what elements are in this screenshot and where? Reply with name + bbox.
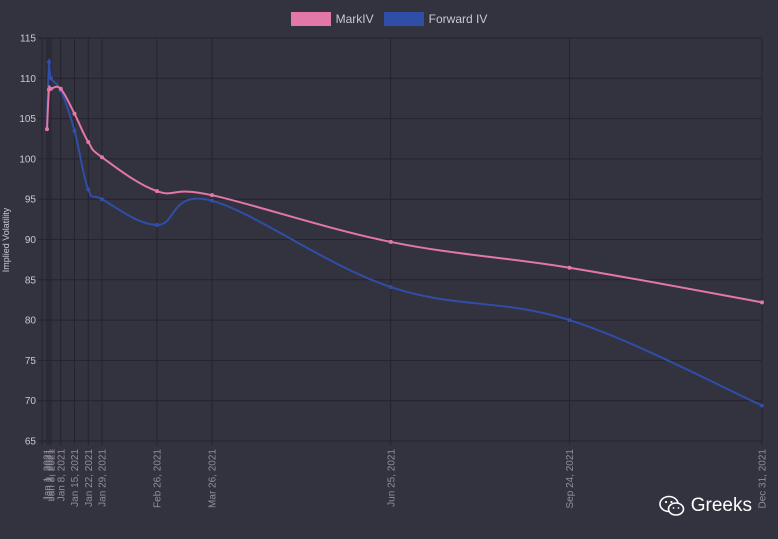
y-tick-label: 70 — [25, 396, 37, 407]
x-tick-label: Jan 8, 2021 — [56, 449, 67, 502]
data-point-markiv[interactable] — [388, 239, 393, 244]
y-tick-label: 85 — [25, 275, 37, 286]
x-tick-label: Jan 3, 2021 — [46, 449, 57, 502]
legend-label-forward-iv: Forward IV — [428, 12, 488, 26]
data-point-markiv[interactable] — [58, 86, 63, 91]
x-tick-label: Jan 22, 2021 — [84, 449, 95, 507]
data-point-markiv[interactable] — [100, 155, 104, 160]
data-point-markiv[interactable] — [155, 189, 159, 194]
data-point-markiv[interactable] — [72, 111, 77, 116]
x-tick-label: Mar 26, 2021 — [208, 449, 219, 508]
data-point-forward-iv[interactable] — [210, 198, 214, 203]
y-tick-label: 95 — [25, 195, 37, 206]
data-point-forward-iv[interactable] — [72, 128, 77, 133]
watermark: Greeks — [658, 495, 752, 517]
data-point-forward-iv[interactable] — [48, 76, 53, 81]
y-tick-label: 110 — [20, 74, 36, 85]
data-point-forward-iv[interactable] — [86, 187, 91, 192]
data-point-forward-iv[interactable] — [388, 285, 393, 290]
y-tick-label: 80 — [25, 316, 37, 327]
data-point-forward-iv[interactable] — [100, 197, 104, 202]
y-tick-label: 65 — [25, 437, 37, 448]
legend-swatch-forward-iv — [383, 12, 424, 26]
data-point-markiv[interactable] — [567, 265, 572, 270]
y-tick-label: 115 — [20, 34, 36, 45]
x-tick-label: Sep 24, 2021 — [565, 449, 576, 509]
legend-item-markiv[interactable]: MarkIV — [290, 12, 374, 26]
y-axis-ticks: 65 70 75 80 85 90 95 100 105 110 115 — [19, 34, 36, 448]
x-tick-label: Jan 29, 2021 — [98, 449, 109, 507]
series-lines — [45, 59, 764, 408]
data-point-forward-iv[interactable] — [155, 222, 159, 227]
data-point-forward-iv[interactable] — [567, 318, 572, 323]
legend-label-markiv: MarkIV — [335, 12, 374, 26]
x-tick-label: Dec 31, 2021 — [758, 449, 769, 509]
y-tick-label: 90 — [25, 235, 37, 246]
y-tick-label: 75 — [25, 356, 37, 367]
y-tick-label: 100 — [19, 154, 36, 165]
data-point-forward-iv[interactable] — [760, 403, 764, 408]
grid-lines — [38, 37, 763, 445]
legend-item-forward-iv[interactable]: Forward IV — [383, 12, 488, 26]
x-tick-label: Jun 25, 2021 — [386, 449, 397, 507]
x-tick-label: Feb 26, 2021 — [153, 449, 164, 508]
data-point-markiv[interactable] — [45, 127, 49, 132]
y-tick-label: 105 — [19, 114, 36, 125]
x-tick-label: Jan 15, 2021 — [70, 449, 81, 507]
data-point-markiv[interactable] — [48, 86, 53, 91]
series-line-forward-iv — [46, 59, 763, 407]
watermark-text: Greeks — [690, 495, 752, 516]
legend-swatch-markiv — [290, 12, 331, 26]
data-point-forward-iv[interactable] — [46, 60, 51, 65]
y-axis-label: Implied Volatility — [1, 207, 11, 272]
data-point-markiv[interactable] — [760, 300, 764, 305]
x-tick-label: Jan 1, 2021 — [43, 449, 54, 502]
wechat-icon — [658, 495, 685, 516]
x-tick-label: Jan 2, 2021 — [44, 449, 55, 502]
data-point-markiv[interactable] — [86, 139, 91, 144]
data-point-markiv[interactable] — [210, 193, 214, 198]
legend: MarkIV Forward IV — [0, 12, 778, 26]
